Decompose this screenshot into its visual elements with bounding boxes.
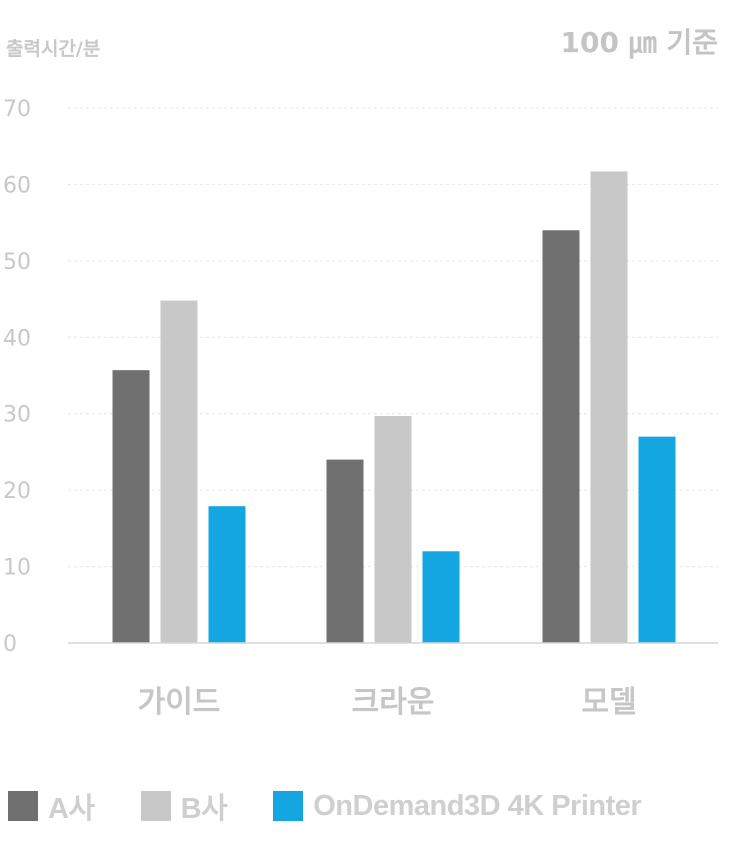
bar [638,436,676,643]
bar [590,171,628,643]
x-tick-labels: 가이드 크라운 모델 [138,685,637,720]
legend-item-a: A사 [8,786,95,826]
bars [112,171,676,644]
y-tick-labels: 0 10 20 30 40 50 60 70 [3,97,31,657]
y-tick-label: 50 [3,250,31,275]
y-tick-label: 60 [3,173,31,198]
y-tick-label: 30 [3,403,31,428]
bar [112,370,150,643]
legend-swatch-a [8,791,38,821]
legend-item-ondemand: OnDemand3D 4K Printer [273,786,642,826]
legend-label-ondemand: OnDemand3D 4K Printer [313,789,642,822]
y-tick-label: 40 [3,326,31,351]
bar [326,459,364,643]
bar-chart: 출력시간/분 100 ㎛ 기준 0 10 20 30 40 50 60 70 가이드 크라운 모델 [3,26,718,720]
legend-swatch-ondemand [273,791,304,821]
bar [208,506,246,643]
bar [160,300,198,643]
legend-label-a: A사 [48,793,95,825]
legend-item-b: B사 [140,786,228,826]
bar [422,551,460,643]
bar [374,416,412,643]
y-tick-label: 20 [3,479,31,504]
legend: A사 B사 OnDemand3D 4K Printer [8,786,720,826]
x-tick-label: 크라운 [352,685,435,720]
y-tick-label: 10 [3,556,31,581]
x-tick-label: 가이드 [138,685,221,720]
bar [542,230,580,644]
legend-label-b: B사 [180,793,228,825]
y-tick-label: 0 [3,632,17,657]
y-axis-label: 출력시간/분 [6,38,100,60]
legend-swatch-b [140,791,171,821]
x-tick-label: 모델 [581,685,636,720]
y-tick-label: 70 [3,97,31,122]
measurement-note: 100 ㎛ 기준 [561,26,718,59]
